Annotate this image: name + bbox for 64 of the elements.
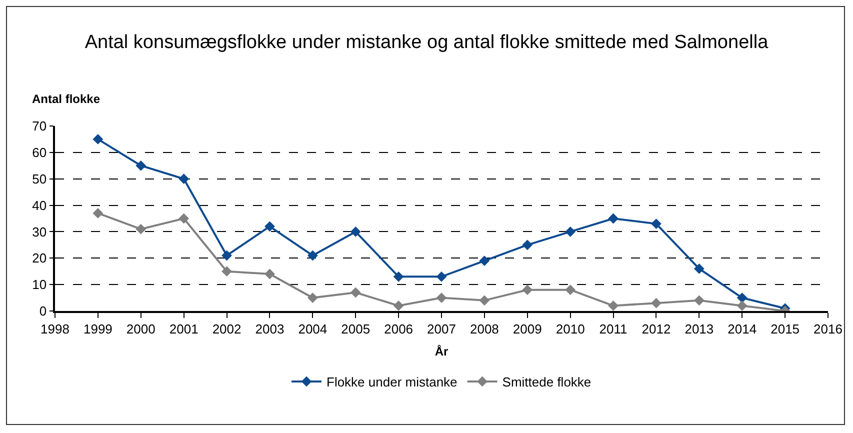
point bbox=[736, 292, 748, 303]
y-tick-label: 10 bbox=[32, 277, 47, 292]
y-tick-label: 70 bbox=[32, 118, 47, 134]
x-tick-label: 2007 bbox=[427, 321, 456, 336]
x-axis-title: År bbox=[434, 344, 448, 359]
y-tick-label: 0 bbox=[39, 304, 47, 319]
point bbox=[222, 250, 232, 261]
chart-title: Antal konsumægsflokke under mistanke og antal flokke smittede med Salmonella bbox=[84, 32, 769, 53]
y-tick-label: 30 bbox=[32, 224, 47, 240]
y-tick-label: 40 bbox=[32, 198, 47, 213]
x-tick-label: 1998 bbox=[40, 321, 70, 336]
y-tick-label: 20 bbox=[32, 250, 47, 266]
point bbox=[565, 226, 576, 237]
legend-label: Flokke under mistanke bbox=[326, 374, 458, 390]
point bbox=[350, 226, 361, 237]
point bbox=[651, 298, 662, 308]
x-tick-label: 2015 bbox=[770, 321, 800, 336]
point bbox=[307, 250, 318, 261]
point bbox=[522, 240, 533, 250]
point bbox=[307, 292, 318, 303]
x-tick-label: 1999 bbox=[83, 321, 112, 336]
point bbox=[136, 160, 146, 171]
point bbox=[393, 271, 404, 282]
point bbox=[522, 284, 533, 296]
x-tick-label: 2014 bbox=[728, 321, 757, 336]
x-tick-label: 2013 bbox=[684, 321, 714, 336]
point bbox=[264, 268, 275, 280]
point bbox=[651, 218, 662, 229]
x-tick-label: 2009 bbox=[512, 321, 542, 336]
x-tick-label: 2003 bbox=[255, 321, 284, 336]
point bbox=[479, 295, 490, 306]
point bbox=[694, 264, 704, 274]
x-tick-label: 2011 bbox=[599, 321, 628, 336]
point bbox=[608, 300, 618, 311]
point bbox=[694, 295, 704, 306]
point bbox=[736, 300, 748, 311]
point bbox=[608, 213, 618, 224]
point bbox=[436, 271, 447, 282]
point bbox=[479, 256, 490, 266]
point bbox=[92, 208, 104, 218]
x-tick-label: 2008 bbox=[470, 321, 499, 336]
point bbox=[436, 292, 447, 303]
point bbox=[393, 300, 404, 311]
y-tick-label: 50 bbox=[32, 171, 47, 186]
x-tick-label: 2016 bbox=[814, 321, 842, 336]
x-tick-label: 2001 bbox=[169, 321, 198, 336]
point bbox=[136, 224, 146, 234]
x-tick-label: 2012 bbox=[642, 321, 671, 336]
x-tick-label: 2002 bbox=[212, 321, 242, 336]
x-tick-label: 2006 bbox=[384, 321, 414, 336]
point bbox=[264, 221, 275, 232]
y-axis-title: Antal flokke bbox=[32, 92, 100, 106]
point bbox=[92, 134, 104, 144]
legend-label: Smittede flokke bbox=[502, 374, 592, 390]
point bbox=[178, 213, 190, 224]
x-tick-label: 2000 bbox=[126, 321, 156, 336]
point bbox=[350, 287, 361, 298]
y-tick-label: 60 bbox=[32, 144, 47, 160]
point bbox=[222, 266, 232, 277]
x-tick-label: 2010 bbox=[556, 321, 585, 336]
x-tick-label: 2004 bbox=[298, 321, 328, 336]
point bbox=[178, 174, 190, 184]
point bbox=[565, 284, 576, 296]
x-tick-label: 2005 bbox=[341, 321, 370, 336]
